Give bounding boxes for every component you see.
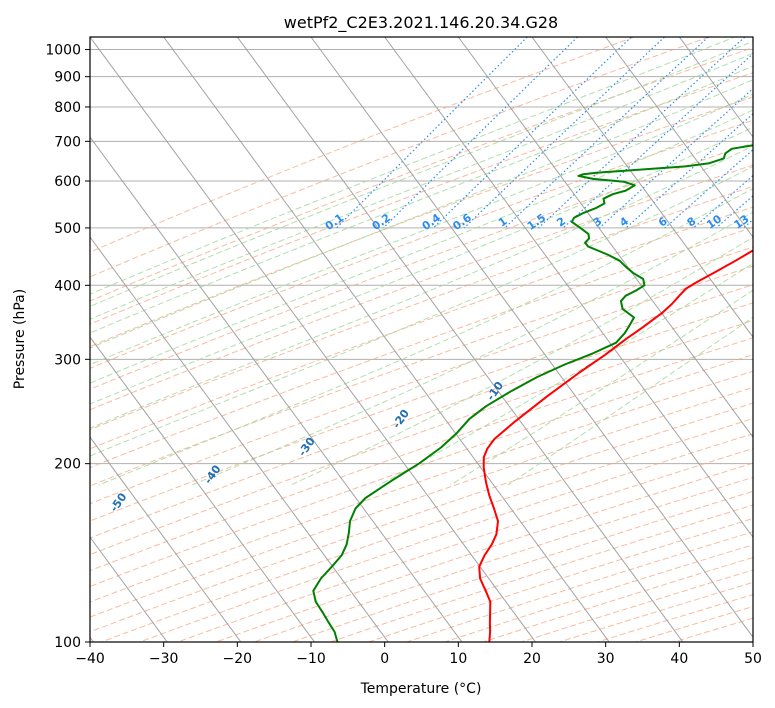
y-tick-label: 100 bbox=[54, 635, 81, 651]
y-tick-label: 300 bbox=[54, 352, 81, 368]
x-tick-label: 20 bbox=[523, 651, 541, 667]
dry-adiabat bbox=[90, 119, 753, 369]
sounding-lines bbox=[312, 144, 753, 642]
dry-adiabat bbox=[139, 433, 753, 642]
y-axis-ticks: 100 200 300 400 500 600 700 800 900 1000 bbox=[45, 43, 90, 651]
y-tick-label: 700 bbox=[54, 134, 81, 150]
dry-adiabat bbox=[215, 462, 753, 642]
isotherm bbox=[90, 436, 242, 642]
dry-adiabat bbox=[90, 226, 753, 469]
moist-adiabat bbox=[90, 165, 753, 457]
moist-adiabat bbox=[90, 65, 753, 334]
moist-adiabat bbox=[191, 211, 753, 486]
dry-adiabat bbox=[90, 319, 753, 556]
dry-adiabat bbox=[90, 302, 753, 539]
dry-adiabat bbox=[101, 418, 753, 642]
moist-adiabat bbox=[90, 145, 753, 429]
y-tick-label: 900 bbox=[54, 70, 81, 86]
y-tick-label: 600 bbox=[54, 174, 81, 190]
moist-adiabats bbox=[90, 37, 753, 486]
isotherm bbox=[90, 336, 315, 642]
dry-adiabat bbox=[90, 164, 753, 411]
isotherm bbox=[90, 236, 389, 642]
y-axis-label: Pressure (hPa) bbox=[12, 289, 28, 389]
dry-adiabat bbox=[90, 142, 753, 390]
moist-adiabat bbox=[507, 316, 753, 486]
mixing-ratio-line bbox=[432, 37, 632, 229]
x-axis-label: Temperature (°C) bbox=[360, 681, 482, 697]
x-tick-label: −20 bbox=[223, 651, 253, 667]
moist-adiabat bbox=[90, 109, 753, 384]
isotherm bbox=[457, 37, 753, 438]
dry-adiabat bbox=[90, 47, 753, 302]
x-tick-label: −10 bbox=[296, 651, 326, 667]
mixing-ratio-line bbox=[504, 37, 709, 229]
moist-adiabat bbox=[90, 93, 753, 366]
dry-adiabat bbox=[90, 386, 753, 618]
mixing-ratio-line bbox=[336, 37, 528, 229]
x-tick-label: 0 bbox=[380, 651, 389, 667]
dry-adiabat bbox=[177, 447, 753, 642]
dewpoint-line bbox=[312, 144, 753, 642]
dry-adiabat bbox=[90, 246, 753, 487]
moist-adiabat bbox=[90, 37, 736, 295]
x-tick-label: 40 bbox=[670, 651, 688, 667]
isotherm bbox=[90, 536, 168, 642]
moist-adiabat bbox=[449, 289, 753, 486]
chart-title: wetPf2_C2E3.2021.146.20.34.G28 bbox=[284, 13, 558, 33]
mixing-ratio-line bbox=[382, 37, 579, 229]
isotherm bbox=[605, 37, 753, 238]
mixing-ratio-line bbox=[538, 37, 746, 229]
dry-adiabat bbox=[90, 354, 753, 588]
dry-adiabat bbox=[90, 72, 753, 325]
isotherm bbox=[90, 37, 536, 642]
moist-adiabat bbox=[90, 40, 753, 307]
moist-adiabat bbox=[90, 52, 753, 320]
y-tick-label: 1000 bbox=[45, 43, 81, 59]
x-tick-label: −30 bbox=[149, 651, 179, 667]
isotherms bbox=[90, 37, 753, 642]
x-tick-label: −40 bbox=[75, 651, 105, 667]
y-tick-label: 400 bbox=[54, 278, 81, 294]
x-tick-label: 50 bbox=[744, 651, 762, 667]
temperature-line bbox=[478, 249, 753, 642]
moist-adiabat bbox=[98, 187, 753, 486]
dry-adiabat bbox=[368, 517, 753, 642]
dry-adiabat bbox=[292, 490, 753, 642]
moist-adiabat bbox=[90, 126, 753, 405]
dry-adiabat bbox=[90, 284, 753, 522]
x-tick-label: 10 bbox=[449, 651, 467, 667]
isotherm bbox=[236, 37, 684, 642]
moist-adiabat bbox=[90, 79, 753, 349]
y-tick-label: 800 bbox=[54, 100, 81, 116]
dry-adiabat bbox=[90, 37, 710, 278]
x-tick-label: 30 bbox=[597, 651, 615, 667]
isotherm bbox=[384, 37, 753, 539]
plot-area: 0.10.20.40.611.52346810131620253036-100-… bbox=[90, 37, 753, 642]
y-tick-label: 500 bbox=[54, 221, 81, 237]
isotherm bbox=[163, 37, 610, 642]
mixing-ratio-line bbox=[664, 148, 753, 229]
y-tick-label: 200 bbox=[54, 457, 81, 473]
isotherm bbox=[531, 37, 753, 338]
isotherm bbox=[310, 37, 753, 639]
moist-adiabat bbox=[290, 236, 753, 486]
plot-frame bbox=[89, 36, 754, 643]
x-axis-ticks: −40 −30 −20 −10 0 10 20 30 40 50 bbox=[75, 642, 762, 667]
